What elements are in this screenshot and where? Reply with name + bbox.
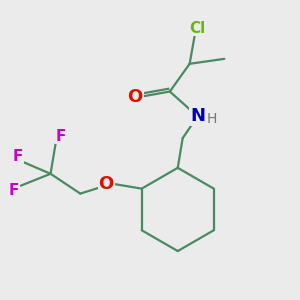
Text: F: F <box>55 129 66 144</box>
Text: H: H <box>206 112 217 126</box>
Text: F: F <box>9 183 19 198</box>
Text: O: O <box>128 88 143 106</box>
Text: N: N <box>190 107 205 125</box>
Text: Cl: Cl <box>189 21 206 36</box>
Text: F: F <box>13 149 23 164</box>
Text: O: O <box>98 175 114 193</box>
